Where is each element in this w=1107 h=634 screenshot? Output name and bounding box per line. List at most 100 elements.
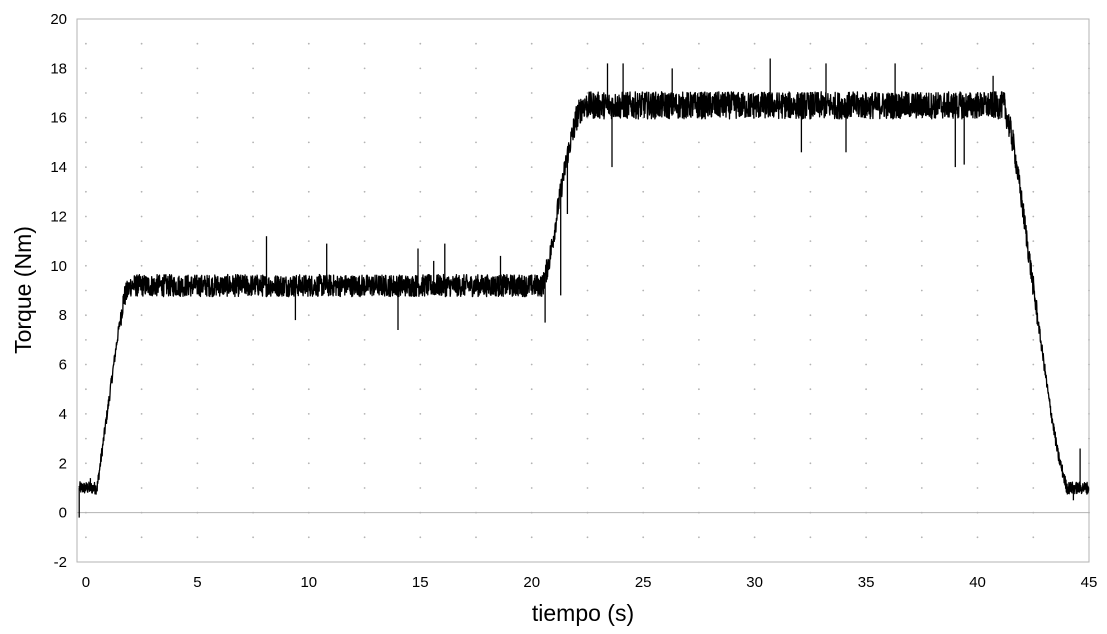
x-axis-title: tiempo (s) [532, 600, 634, 626]
grid-dot [252, 536, 255, 539]
grid-dot [753, 536, 756, 539]
grid-dot [1088, 141, 1090, 144]
grid-dot [976, 240, 979, 243]
grid-dot [85, 437, 87, 440]
grid-dot [140, 487, 143, 489]
grid-dot [1088, 363, 1090, 366]
grid-dot [363, 166, 366, 169]
grid-dot [698, 92, 700, 94]
grid-dot [140, 462, 143, 465]
grid-dot [920, 363, 923, 366]
grid-dot [140, 67, 143, 70]
x-tick-label: 20 [523, 574, 540, 591]
grid-dot [252, 190, 255, 193]
grid-dot [642, 437, 645, 440]
grid-dot [252, 264, 255, 267]
grid-dot [753, 240, 756, 243]
grid-dot [920, 462, 923, 465]
y-tick-label: 2 [59, 455, 67, 472]
grid-dot [419, 141, 422, 144]
grid-dot [196, 314, 199, 317]
grid-dot [196, 215, 199, 218]
grid-dot [1032, 536, 1035, 539]
grid-dot [1088, 92, 1090, 94]
grid-dot [865, 536, 867, 539]
grid-dot [530, 536, 533, 539]
grid-dot [252, 462, 255, 465]
y-tick-label: 16 [50, 110, 67, 127]
grid-dot [698, 462, 700, 465]
grid-dot [753, 289, 756, 292]
grid-dot [698, 215, 700, 218]
grid-dot [196, 116, 199, 119]
grid-dot [1032, 363, 1035, 366]
grid-dot [1088, 289, 1090, 292]
grid-dot [140, 190, 143, 193]
grid-dot [363, 264, 366, 267]
grid-dot [976, 462, 979, 465]
grid-dot [196, 67, 199, 70]
grid-dot [586, 314, 589, 317]
grid-dot [976, 264, 979, 267]
y-tick-label: 4 [59, 406, 67, 423]
grid-dot [642, 141, 645, 144]
grid-dot [140, 536, 143, 539]
grid-dot [642, 289, 645, 292]
grid-dot [419, 536, 422, 539]
grid-dot [363, 215, 366, 218]
grid-dot [1032, 116, 1035, 119]
grid-dot [976, 215, 979, 218]
grid-dot [363, 462, 366, 465]
grid-dot [196, 240, 199, 243]
grid-dot [252, 388, 255, 391]
grid-dot [363, 413, 366, 415]
grid-dot [753, 42, 756, 45]
grid-dot [976, 536, 979, 539]
grid-dot [196, 413, 199, 415]
grid-dot [252, 437, 255, 440]
grid-dot [475, 240, 477, 243]
grid-dot [140, 314, 143, 317]
x-tick-label: 15 [412, 574, 429, 591]
grid-dot [753, 215, 756, 218]
grid-dot [976, 289, 979, 292]
grid-dot [419, 363, 422, 366]
grid-dot [252, 141, 255, 144]
grid-dot [363, 363, 366, 366]
grid-dot [530, 314, 533, 317]
grid-dot [920, 42, 923, 45]
grid-dot [1032, 215, 1035, 218]
grid-dot [698, 437, 700, 440]
grid-dot [698, 388, 700, 391]
grid-dot [642, 339, 645, 341]
y-tick-label: 6 [59, 357, 67, 374]
grid-dot [920, 413, 923, 415]
grid-dot [586, 190, 589, 193]
grid-dot [753, 462, 756, 465]
grid-dot [307, 437, 310, 440]
grid-dot [642, 363, 645, 366]
grid-dot [586, 339, 589, 341]
grid-dot [530, 215, 533, 218]
grid-dot [363, 339, 366, 341]
grid-dot [363, 388, 366, 391]
grid-dot [252, 413, 255, 415]
grid-dot [1032, 240, 1035, 243]
grid-dot [196, 42, 199, 45]
y-tick-label: 18 [50, 60, 67, 77]
grid-dot [809, 42, 812, 45]
grid-dot [530, 190, 533, 193]
grid-dot [530, 166, 533, 169]
grid-dot [920, 240, 923, 243]
grid-dot [419, 264, 422, 267]
grid-dot [1032, 67, 1035, 70]
grid-dot [140, 363, 143, 366]
grid-dot [642, 536, 645, 539]
grid-dot [307, 92, 310, 94]
grid-dot [753, 437, 756, 440]
y-tick-label: 12 [50, 208, 67, 225]
grid-dot [85, 166, 87, 169]
grid-dot [85, 462, 87, 465]
grid-dot [307, 388, 310, 391]
grid-dot [307, 462, 310, 465]
